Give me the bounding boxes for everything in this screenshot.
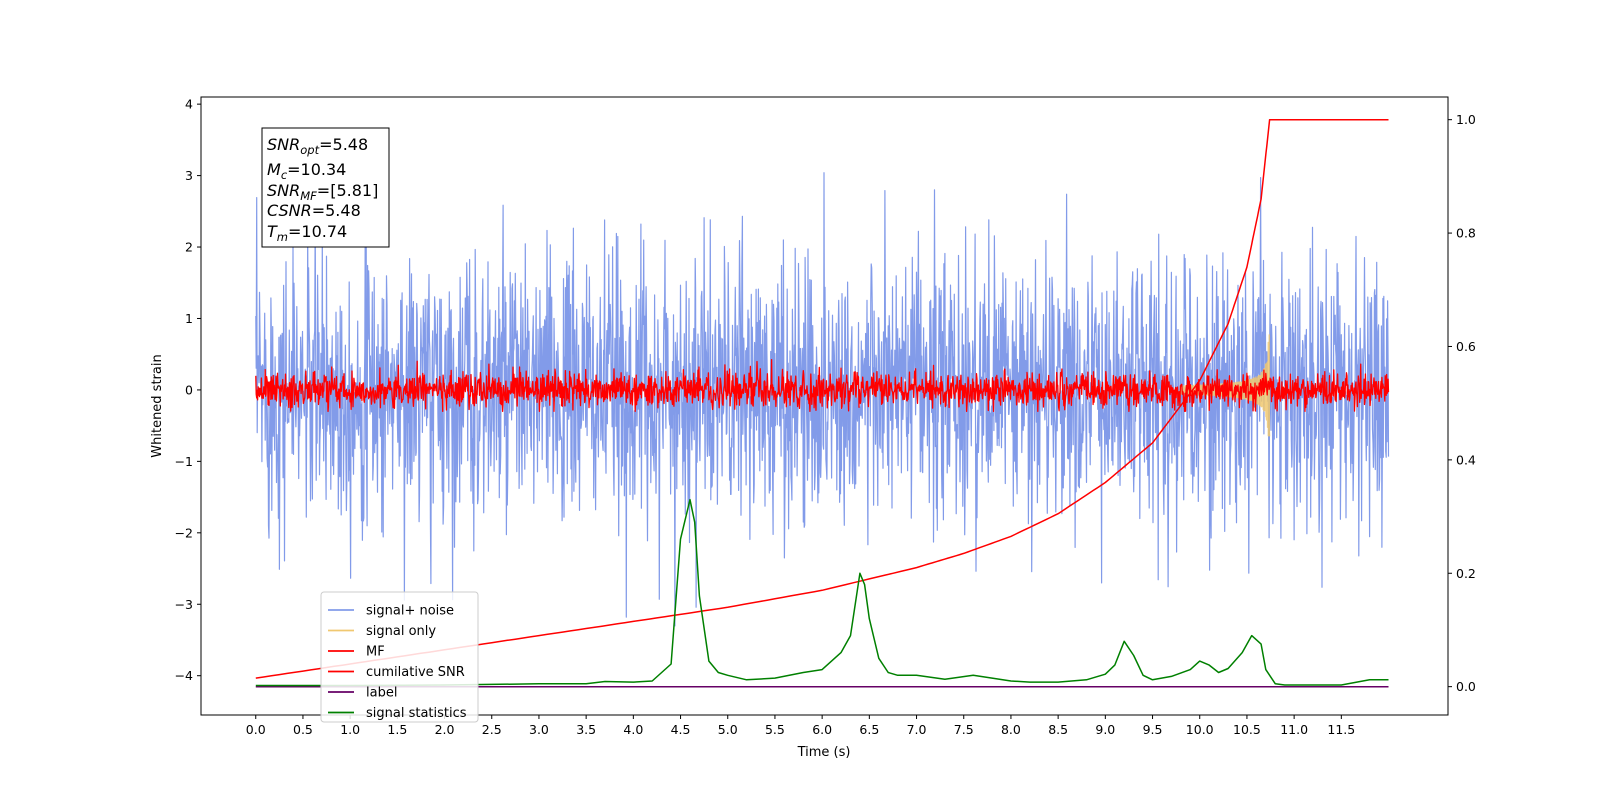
y-tick-label: 0 <box>185 382 193 397</box>
plot-frame <box>200 96 1449 716</box>
y-tick-label: −2 <box>175 525 193 540</box>
y-tick-label: −3 <box>175 597 193 612</box>
x-tick-label: 0.0 <box>246 722 266 737</box>
legend-frame <box>320 591 479 723</box>
y2-tick-label: 0.6 <box>1456 339 1476 354</box>
series-layer <box>255 118 1390 688</box>
x-tick-label: 1.0 <box>340 722 360 737</box>
series-mf <box>255 358 1390 413</box>
series-signal-statistics <box>255 498 1389 687</box>
legend-label-signal-noise: signal+ noise <box>366 604 454 619</box>
legend: signal+ noise signal only MF cumilative SNR… <box>320 591 479 723</box>
x-tick-label: 3.0 <box>529 722 549 737</box>
y-tick-label: 4 <box>185 97 193 112</box>
y2-tick-label: 0.0 <box>1456 679 1476 694</box>
x-tick-label: 7.5 <box>954 722 974 737</box>
legend-label-signal-statistics: signal statistics <box>366 706 467 721</box>
snr-mf-text: SNRMF=[5.81] <box>267 181 378 203</box>
legend-label-signal-only: signal only <box>366 624 436 639</box>
x-axis: 0.0 0.5 1.0 1.5 2.0 2.5 3.0 3.5 4.0 4.5 5.0 5.5 6.0 6… <box>246 715 1355 737</box>
x-tick-label: 5.0 <box>718 722 738 737</box>
x-tick-label: 2.0 <box>435 722 455 737</box>
x-tick-label: 9.0 <box>1095 722 1115 737</box>
y-axis-label: Whitened strain <box>150 354 165 457</box>
y2-tick-label: 0.4 <box>1456 452 1476 467</box>
mc-text: Mc=10.34 <box>267 160 346 182</box>
x-tick-label: 6.0 <box>812 722 832 737</box>
y-tick-label: −4 <box>175 668 193 683</box>
x-tick-label: 6.5 <box>859 722 879 737</box>
y-tick-label: 3 <box>185 168 193 183</box>
tm-text: Tm=10.74 <box>267 222 347 244</box>
x-tick-label: 10.5 <box>1233 722 1261 737</box>
x-tick-label: 10.0 <box>1186 722 1214 737</box>
legend-label-cumilative-snr: cumilative SNR <box>366 665 465 680</box>
y2-tick-label: 0.2 <box>1456 566 1476 581</box>
y-tick-label: 2 <box>185 240 193 255</box>
x-tick-label: 7.0 <box>907 722 927 737</box>
x-tick-label: 5.5 <box>765 722 785 737</box>
csnr-text: CSNR=5.48 <box>267 201 361 220</box>
series-cumilative-snr <box>255 118 1389 679</box>
x-tick-label: 3.5 <box>576 722 596 737</box>
x-tick-label: 11.5 <box>1327 722 1355 737</box>
x-axis-label: Time (s) <box>797 745 851 760</box>
y-axis-right: 1.0 0.8 0.6 0.4 0.2 0.0 <box>1448 112 1476 694</box>
x-tick-label: 8.0 <box>1001 722 1021 737</box>
snr-opt-text: SNRopt=5.48 <box>267 135 368 157</box>
x-tick-label: 11.0 <box>1280 722 1308 737</box>
x-tick-label: 8.5 <box>1048 722 1068 737</box>
y2-tick-label: 0.8 <box>1456 226 1476 241</box>
y-axis-left: 4 3 2 1 0 −1 −2 −3 −4 <box>175 97 201 683</box>
x-tick-label: 9.5 <box>1143 722 1163 737</box>
x-tick-label: 2.5 <box>482 722 502 737</box>
x-tick-label: 4.0 <box>623 722 643 737</box>
x-tick-label: 1.5 <box>387 722 407 737</box>
y-tick-label: −1 <box>175 454 193 469</box>
legend-label-label: label <box>366 686 397 701</box>
y-tick-label: 1 <box>185 311 193 326</box>
legend-label-mf: MF <box>366 645 385 660</box>
x-tick-label: 0.5 <box>293 722 313 737</box>
y2-tick-label: 1.0 <box>1456 112 1476 127</box>
annotation-box: SNRopt=5.48 Mc=10.34 SNRMF=[5.81] CSNR=5… <box>261 127 390 248</box>
x-tick-label: 4.5 <box>671 722 691 737</box>
